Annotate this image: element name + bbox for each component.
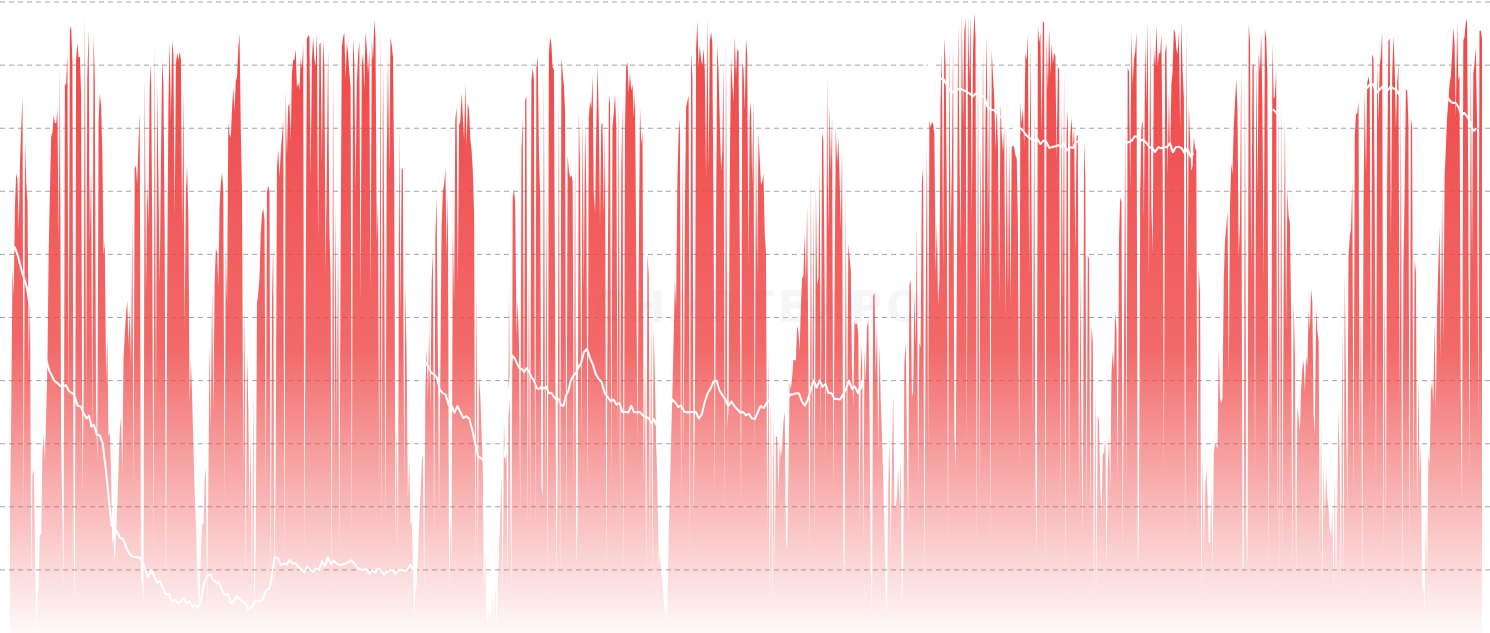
- trend-line-segment-1: [9, 246, 864, 612]
- line-layer: [9, 63, 1477, 612]
- area-layer: [10, 12, 1482, 633]
- trend-line-segment-3: [1272, 108, 1309, 132]
- trend-line-segment-5: [1434, 83, 1477, 132]
- trend-line-segment-2: [924, 63, 1195, 158]
- area-series: [10, 12, 1482, 633]
- trend-line-segment-4: [1352, 76, 1403, 95]
